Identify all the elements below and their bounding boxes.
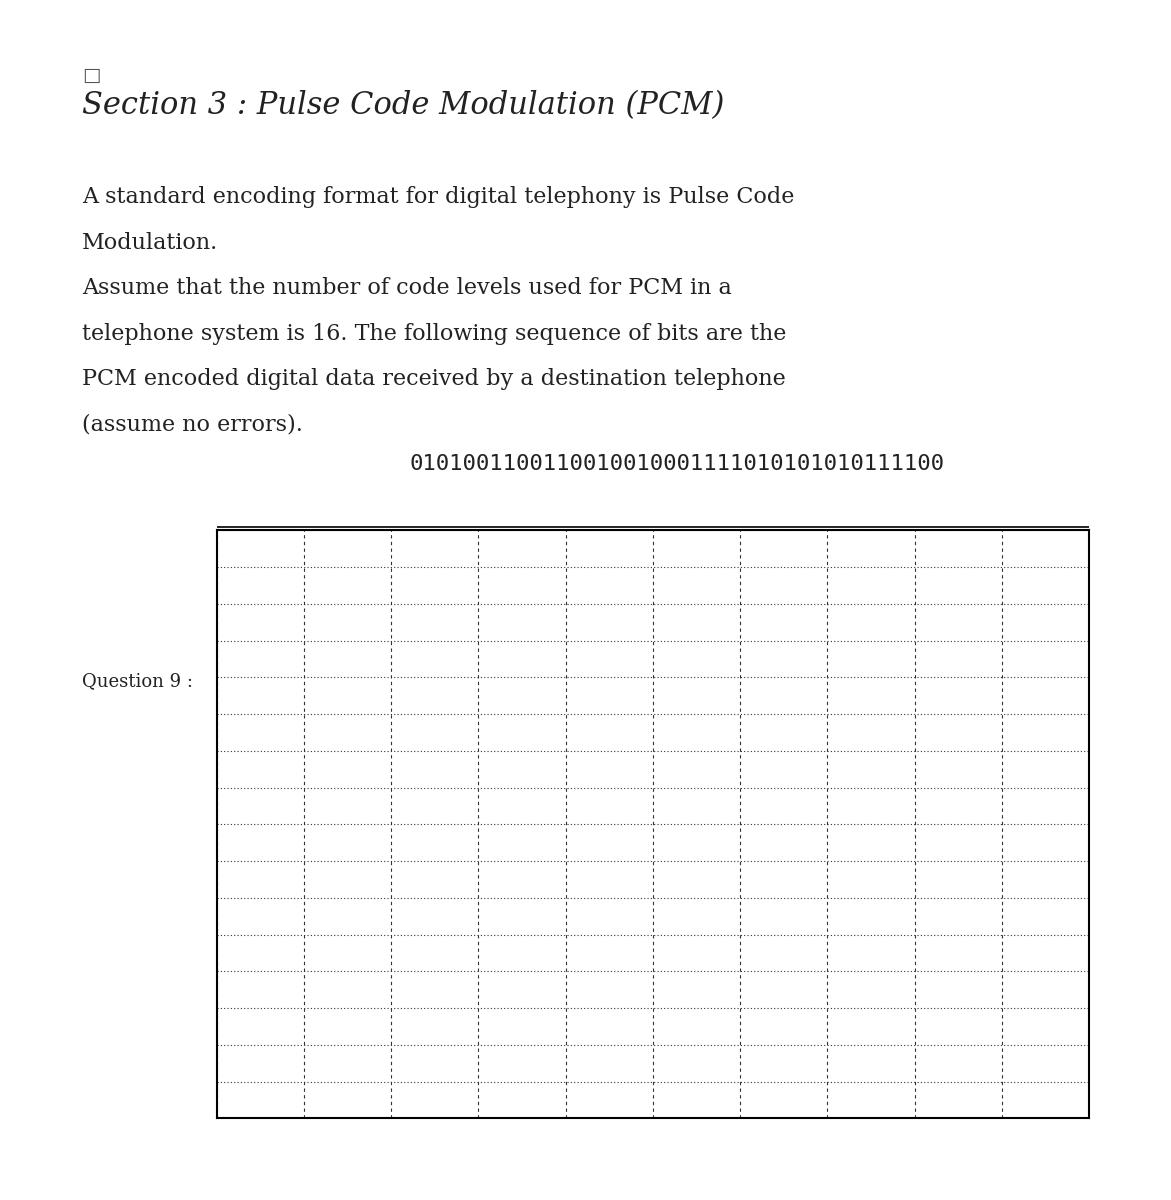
Text: (assume no errors).: (assume no errors). <box>82 414 303 436</box>
Text: Modulation.: Modulation. <box>82 232 218 253</box>
Text: 0101001100110010010001111010101010111100: 0101001100110010010001111010101010111100 <box>410 454 945 474</box>
Text: telephone. The horizontal dotted lines should be used as the levels, and the ver: telephone. The horizontal dotted lines s… <box>246 708 1013 726</box>
Text: A standard encoding format for digital telephony is Pulse Code: A standard encoding format for digital t… <box>82 186 794 208</box>
Text: Question 9 :: Question 9 : <box>82 672 193 690</box>
Text: telephone system is 16. The following sequence of bits are the: telephone system is 16. The following se… <box>82 323 787 344</box>
Text: Assume that the number of code levels used for PCM in a: Assume that the number of code levels us… <box>82 277 732 299</box>
Text: On the figure below draw the output analog audio signal at the destination: On the figure below draw the output anal… <box>246 672 933 690</box>
Text: Section 3 : Pulse Code Modulation (PCM): Section 3 : Pulse Code Modulation (PCM) <box>82 90 725 121</box>
Text: □: □ <box>82 66 101 85</box>
Text: PCM encoded digital data received by a destination telephone: PCM encoded digital data received by a d… <box>82 368 786 390</box>
Text: dashed lines as the sample points.: dashed lines as the sample points. <box>246 744 560 762</box>
